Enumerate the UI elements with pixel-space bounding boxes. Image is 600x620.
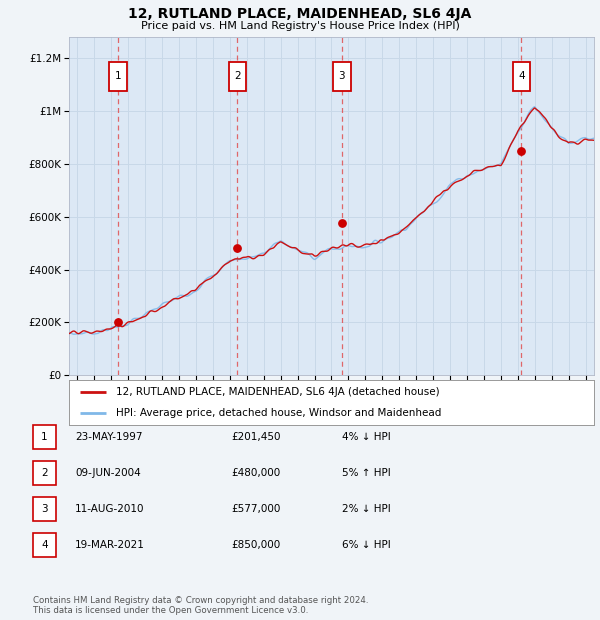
FancyBboxPatch shape xyxy=(512,61,530,91)
Text: 4% ↓ HPI: 4% ↓ HPI xyxy=(342,432,391,442)
Text: HPI: Average price, detached house, Windsor and Maidenhead: HPI: Average price, detached house, Wind… xyxy=(116,407,442,418)
FancyBboxPatch shape xyxy=(229,61,246,91)
Text: 2: 2 xyxy=(41,468,48,478)
Text: £480,000: £480,000 xyxy=(231,468,280,478)
Text: 1: 1 xyxy=(115,71,121,81)
Text: £850,000: £850,000 xyxy=(231,540,280,550)
Text: £577,000: £577,000 xyxy=(231,504,280,514)
Text: 12, RUTLAND PLACE, MAIDENHEAD, SL6 4JA (detached house): 12, RUTLAND PLACE, MAIDENHEAD, SL6 4JA (… xyxy=(116,387,440,397)
Point xyxy=(113,317,122,327)
Text: 19-MAR-2021: 19-MAR-2021 xyxy=(75,540,145,550)
Text: 2% ↓ HPI: 2% ↓ HPI xyxy=(342,504,391,514)
Text: 11-AUG-2010: 11-AUG-2010 xyxy=(75,504,145,514)
Text: 4: 4 xyxy=(518,71,524,81)
Text: 6% ↓ HPI: 6% ↓ HPI xyxy=(342,540,391,550)
FancyBboxPatch shape xyxy=(109,61,127,91)
Text: Price paid vs. HM Land Registry's House Price Index (HPI): Price paid vs. HM Land Registry's House … xyxy=(140,21,460,31)
Text: 4: 4 xyxy=(41,540,48,550)
Point xyxy=(337,218,347,228)
Text: 1: 1 xyxy=(41,432,48,442)
Text: 3: 3 xyxy=(338,71,345,81)
FancyBboxPatch shape xyxy=(333,61,350,91)
Point xyxy=(233,244,242,254)
Text: 23-MAY-1997: 23-MAY-1997 xyxy=(75,432,143,442)
Text: 5% ↑ HPI: 5% ↑ HPI xyxy=(342,468,391,478)
Text: 12, RUTLAND PLACE, MAIDENHEAD, SL6 4JA: 12, RUTLAND PLACE, MAIDENHEAD, SL6 4JA xyxy=(128,7,472,22)
Point xyxy=(517,146,526,156)
Text: £201,450: £201,450 xyxy=(231,432,281,442)
Text: 2: 2 xyxy=(234,71,241,81)
Text: 3: 3 xyxy=(41,504,48,514)
Text: 09-JUN-2004: 09-JUN-2004 xyxy=(75,468,141,478)
Text: Contains HM Land Registry data © Crown copyright and database right 2024.
This d: Contains HM Land Registry data © Crown c… xyxy=(33,596,368,615)
